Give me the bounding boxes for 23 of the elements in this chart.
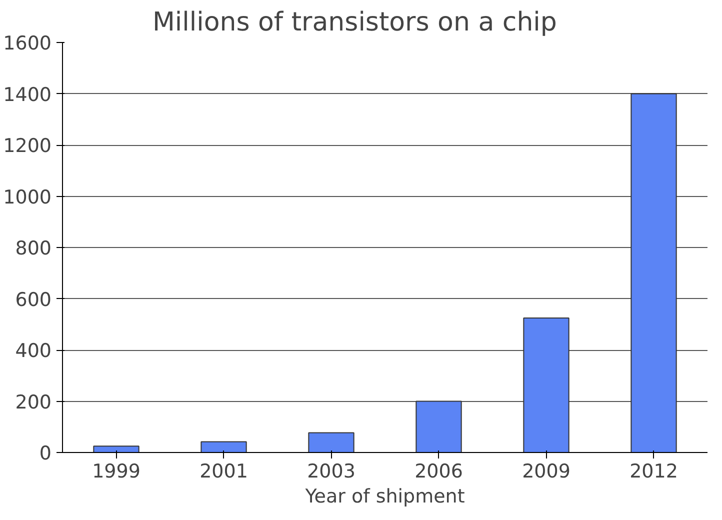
- bar: [93, 446, 140, 452]
- y-tick-label: 0: [39, 442, 52, 464]
- y-tick-label: 800: [15, 238, 52, 260]
- y-tick-label: 600: [15, 288, 52, 311]
- y-tick-label: 1200: [3, 135, 52, 157]
- chart-title: Millions of transistors on a chip: [152, 8, 557, 38]
- bar: [416, 400, 462, 452]
- bar: [630, 93, 677, 452]
- x-tick-label: 1999: [92, 460, 140, 482]
- x-tick-label: 2001: [200, 460, 248, 482]
- bar: [523, 317, 570, 452]
- bar: [200, 441, 247, 452]
- y-tick-label: 400: [15, 340, 52, 362]
- x-tick-label: 2012: [630, 460, 678, 482]
- x-tick-label: 2003: [307, 460, 356, 482]
- y-tick-label: 1600: [3, 32, 52, 54]
- y-tick-label: 200: [15, 391, 52, 414]
- x-tick-label: 2006: [414, 460, 463, 482]
- x-tick-label: 2009: [522, 460, 570, 482]
- y-tick-label: 1000: [3, 186, 52, 208]
- x-axis-title: Year of shipment: [304, 486, 465, 508]
- y-tick-label: 1400: [3, 84, 52, 106]
- bar: [308, 432, 354, 452]
